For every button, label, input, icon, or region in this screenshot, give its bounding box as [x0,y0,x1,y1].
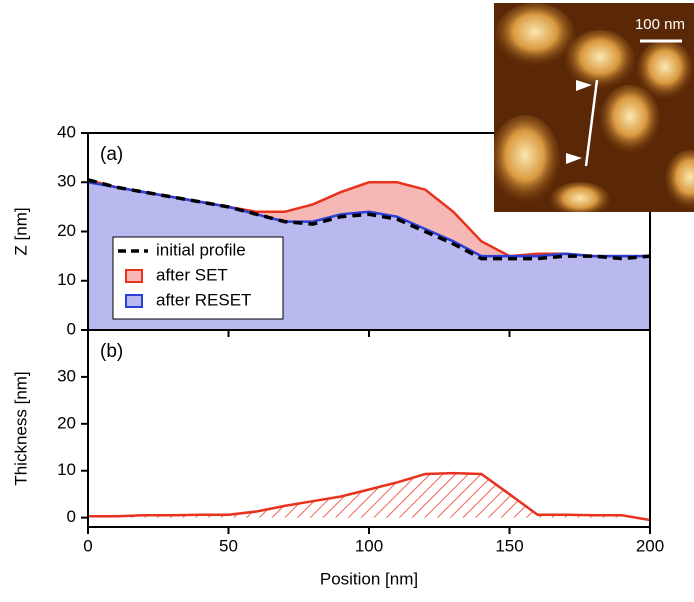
legend-label: after SET [156,265,228,284]
legend-label: after RESET [156,290,251,309]
y-tick-label: 30 [57,366,76,385]
grain [495,3,575,67]
x-axis-label: Position [nm] [320,569,418,588]
x-tick-label: 0 [83,536,92,555]
panel-label: (a) [100,144,123,165]
y-tick-label: 20 [57,221,76,240]
legend-swatch [126,270,142,282]
x-tick-label: 150 [495,536,523,555]
grain [490,115,560,205]
legend-label: initial profile [156,240,246,259]
y-tick-label: 20 [57,413,76,432]
y-tick-label: 40 [57,122,76,141]
x-tick-label: 200 [636,536,664,555]
scale-bar-label: 100 nm [635,16,685,33]
legend-swatch [126,295,142,307]
grain [550,182,610,218]
y-tick-label: 10 [57,270,76,289]
x-tick-label: 50 [219,536,238,555]
panel-label: (b) [100,341,123,362]
y-tick-label: 30 [57,172,76,191]
afm-inset: 100 nm [490,3,694,218]
hatch-fill [88,473,650,520]
grain [637,40,693,100]
y-tick-label: 0 [67,319,76,338]
x-tick-label: 100 [355,536,383,555]
y-axis-label: Z [nm] [11,207,30,255]
y-tick-label: 0 [67,507,76,526]
y-axis-label: Thickness [nm] [11,371,30,485]
y-tick-label: 10 [57,460,76,479]
grain [565,30,635,90]
figure: initial profile after SET after RESET 0 10 20… [0,0,694,602]
